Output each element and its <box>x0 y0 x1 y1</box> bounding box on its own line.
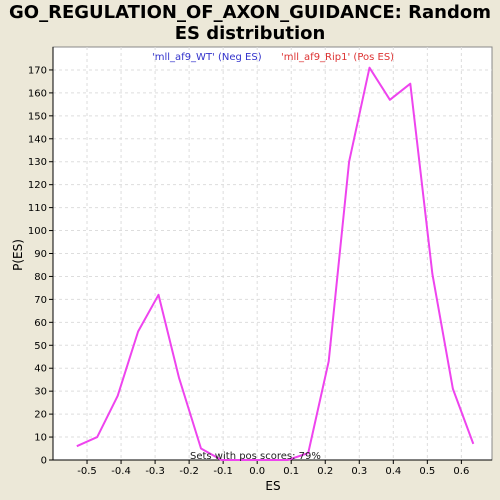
x-tick-label: 0.3 <box>351 466 367 477</box>
y-tick-label: 170 <box>28 65 47 76</box>
y-axis-label: P(ES) <box>11 239 25 271</box>
y-tick-label: 110 <box>28 203 47 214</box>
y-tick-label: 10 <box>34 433 47 444</box>
es-distribution-line <box>76 66 475 461</box>
y-tick-label: 0 <box>41 456 47 467</box>
x-tick-label: 0.0 <box>249 466 265 477</box>
chart-title: GO_REGULATION_OF_AXON_GUIDANCE: Random E… <box>0 2 500 44</box>
y-tick-label: 140 <box>28 134 47 145</box>
x-tick-label: -0.3 <box>145 466 165 477</box>
y-tick-label: 90 <box>34 249 47 260</box>
legend-neg: 'mll_af9_WT' (Neg ES) <box>152 52 262 63</box>
series-layer <box>76 66 475 461</box>
legend-pos: 'mll_af9_Rip1' (Pos ES) <box>281 52 394 63</box>
x-tick-label: 0.1 <box>283 466 299 477</box>
x-tick-label: -0.5 <box>77 466 97 477</box>
y-tick-label: 100 <box>28 226 47 237</box>
grid-lines <box>53 47 492 460</box>
y-tick-label: 50 <box>34 341 47 352</box>
y-tick-label: 150 <box>28 111 47 122</box>
y-tick-label: 70 <box>34 295 47 306</box>
annotation: Sets with pos scores: 79% <box>190 451 321 462</box>
y-ticks: 0 10 20 30 40 50 60 70 80 90 100 110 120 130 140 150 160… <box>28 65 53 467</box>
x-tick-label: 0.5 <box>419 466 435 477</box>
x-tick-label: 0.2 <box>317 466 333 477</box>
x-tick-label: -0.4 <box>111 466 131 477</box>
x-ticks: -0.5 -0.4 -0.3 -0.2 -0.1 0.0 0.1 0.2 0.3 0.4 0.5 0.… <box>77 460 469 477</box>
y-tick-label: 80 <box>34 272 47 283</box>
x-tick-label: 0.6 <box>453 466 469 477</box>
y-tick-label: 130 <box>28 157 47 168</box>
y-tick-label: 120 <box>28 180 47 191</box>
y-tick-label: 60 <box>34 318 47 329</box>
x-axis-label: ES <box>265 479 280 493</box>
x-tick-label: -0.2 <box>179 466 199 477</box>
y-tick-label: 20 <box>34 410 47 421</box>
chart-title-line2: ES distribution <box>174 23 326 44</box>
x-tick-label: -0.1 <box>213 466 233 477</box>
chart-title-line1: GO_REGULATION_OF_AXON_GUIDANCE: Random <box>9 2 491 23</box>
y-tick-label: 40 <box>34 364 47 375</box>
y-tick-label: 30 <box>34 387 47 398</box>
x-tick-label: 0.4 <box>385 466 401 477</box>
y-tick-label: 160 <box>28 88 47 99</box>
